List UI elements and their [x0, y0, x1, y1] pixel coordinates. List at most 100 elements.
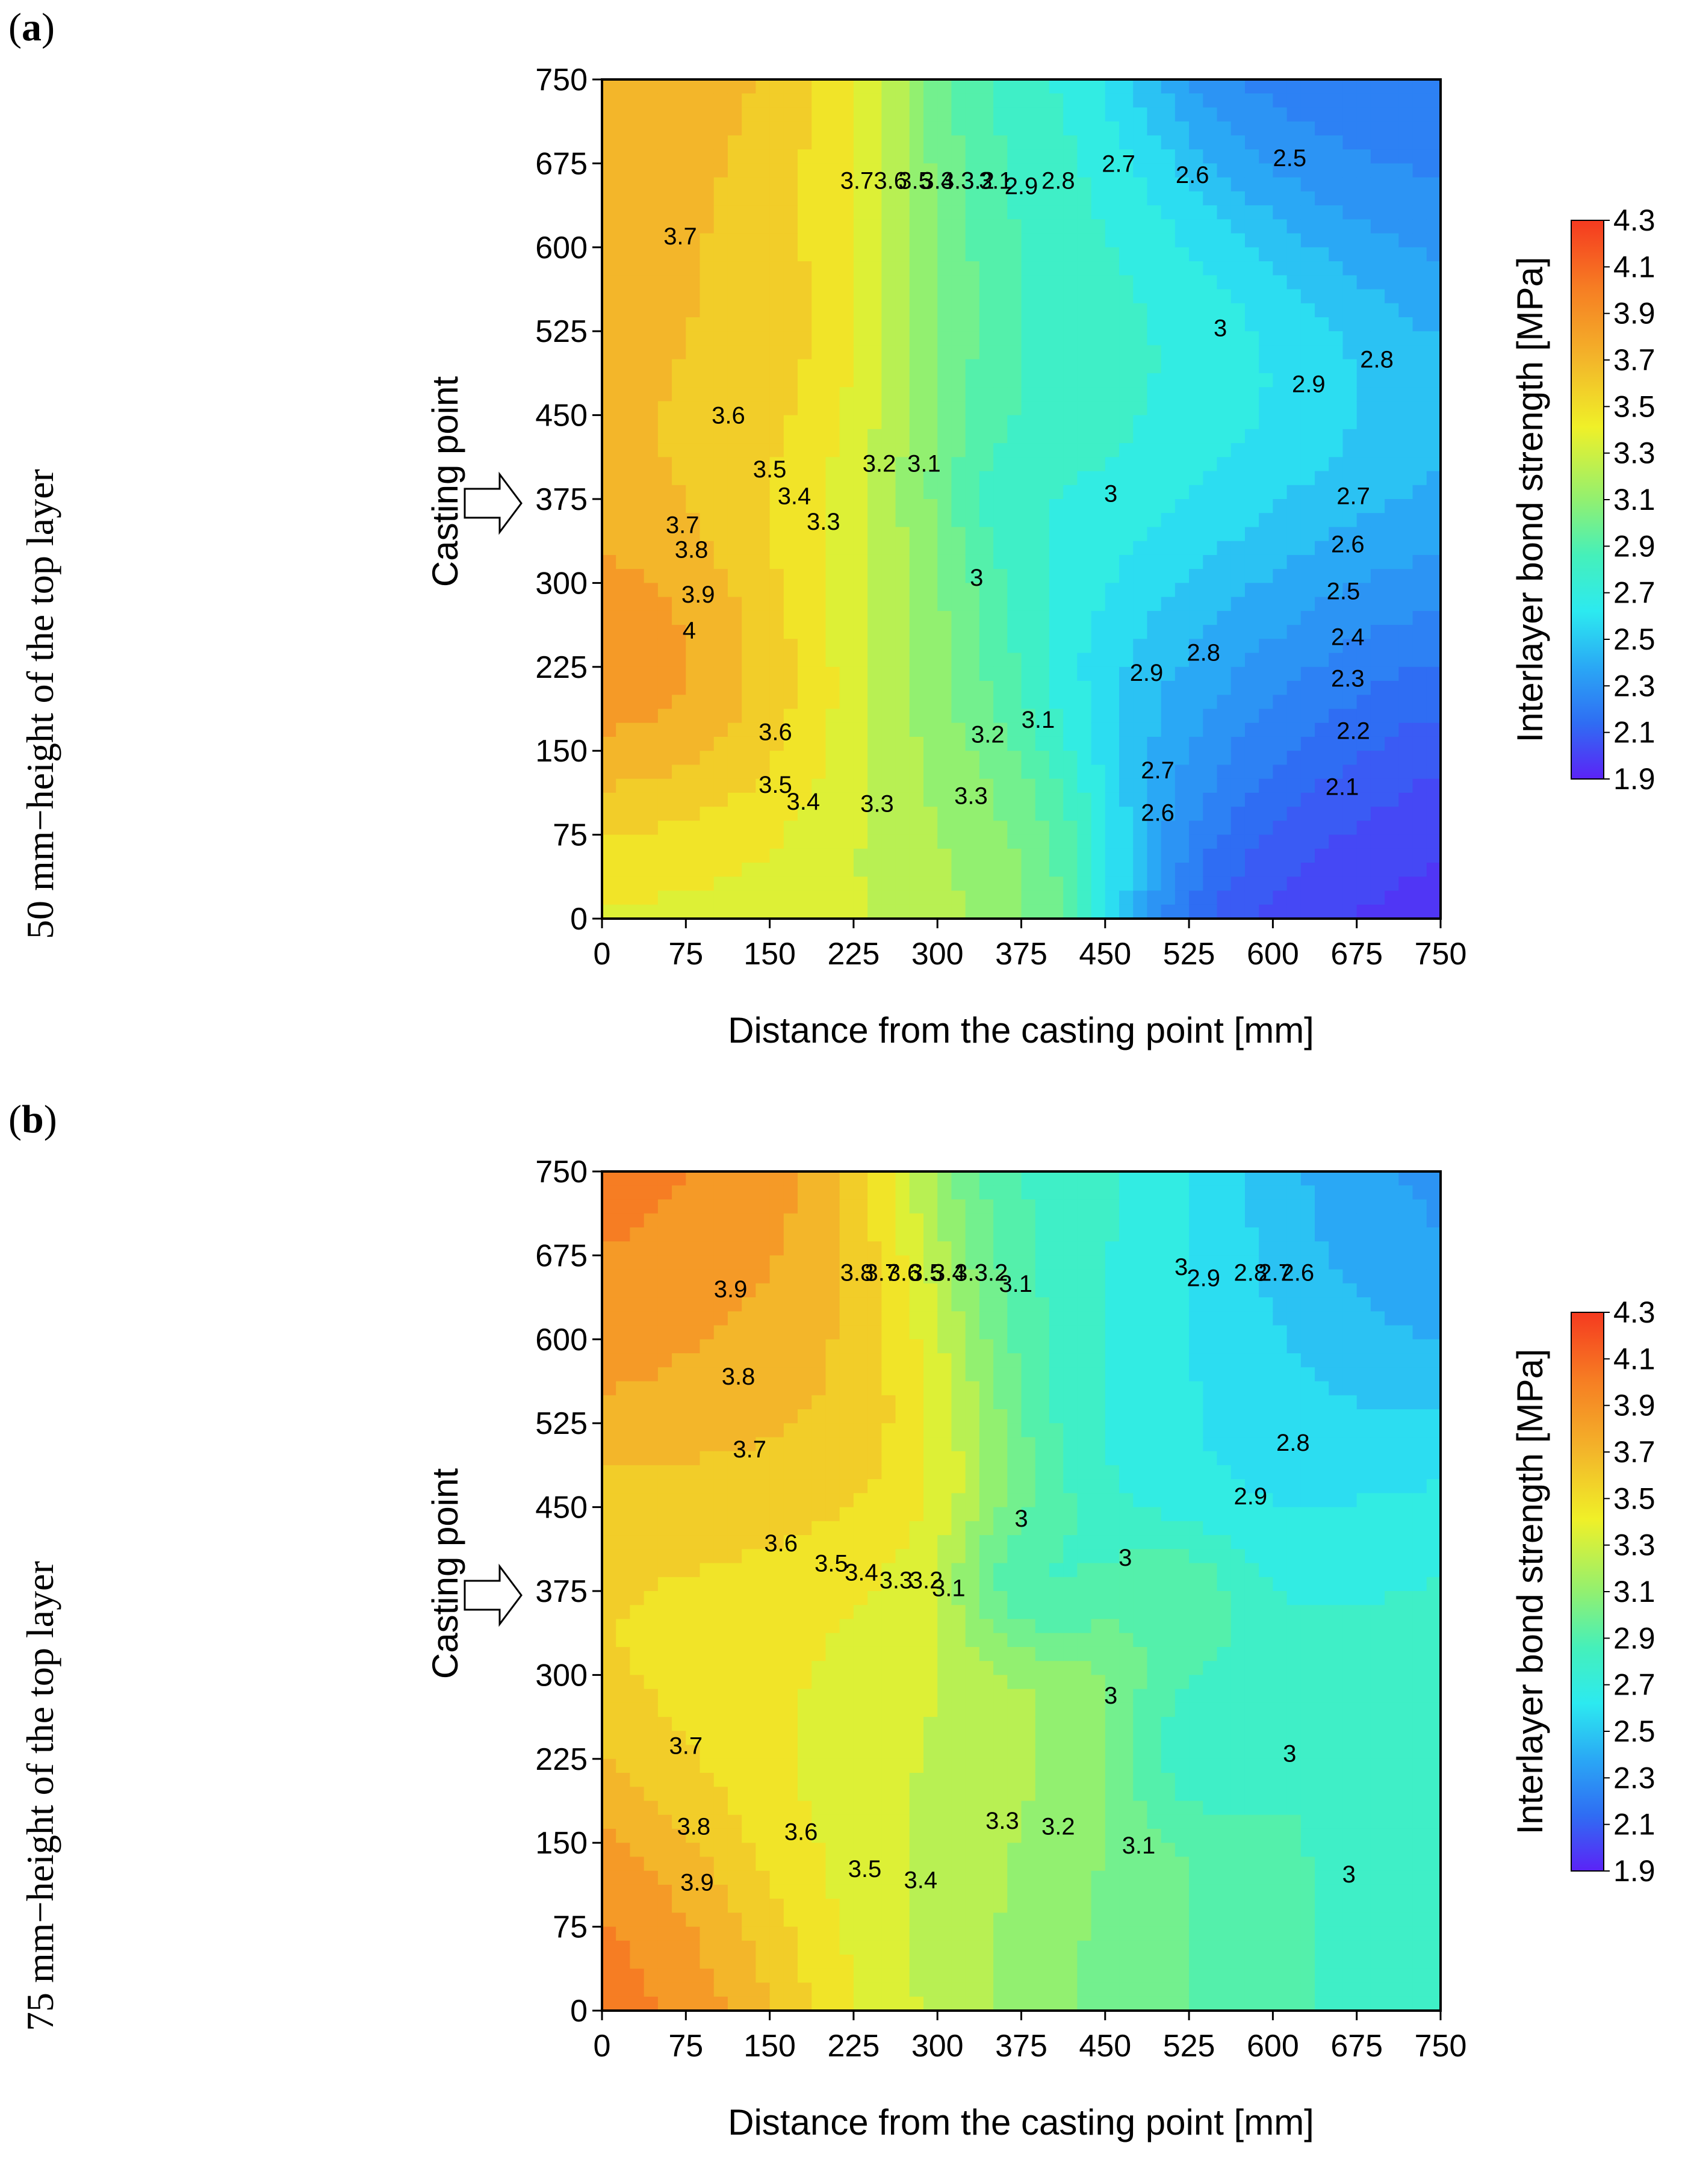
field-cell [923, 401, 938, 416]
field-cell [1315, 149, 1329, 164]
field-cell [881, 387, 896, 402]
field-cell [1161, 79, 1176, 94]
field-cell [1035, 289, 1050, 304]
field-cell [727, 1185, 742, 1200]
field-cell [1021, 513, 1036, 528]
field-cell [1356, 345, 1371, 360]
field-cell [1174, 695, 1190, 710]
field-cell [630, 177, 645, 192]
field-cell [1021, 121, 1036, 136]
field-cell [686, 359, 701, 374]
field-cell [1244, 443, 1259, 458]
field-cell [700, 93, 715, 108]
field-cell [644, 1283, 659, 1298]
field-cell [895, 610, 910, 625]
field-cell [756, 1828, 771, 1843]
field-cell [700, 890, 715, 905]
field-cell [881, 904, 896, 919]
field-cell [1105, 345, 1120, 360]
field-cell [756, 736, 771, 751]
field-cell [881, 807, 896, 821]
field-cell [798, 709, 812, 724]
field-cell [602, 177, 616, 192]
field-cell [839, 1185, 854, 1200]
field-cell [951, 527, 966, 542]
field-cell [937, 765, 952, 780]
field-cell [783, 597, 798, 612]
field-cell [1035, 359, 1050, 374]
field-cell [742, 317, 756, 332]
field-cell [1189, 331, 1203, 346]
field-cell [1147, 163, 1162, 178]
field-cell [798, 807, 812, 821]
field-cell [672, 1758, 686, 1773]
field-cell [1161, 205, 1176, 220]
field-cell [909, 513, 924, 528]
field-cell [1286, 499, 1302, 513]
field-cell [1412, 373, 1427, 388]
field-cell [867, 1185, 882, 1200]
contour-label: 2.8 [1360, 347, 1394, 373]
field-cell [713, 569, 728, 583]
field-cell [1259, 359, 1273, 374]
field-cell [713, 1646, 728, 1661]
field-cell [1244, 233, 1259, 248]
field-cell [798, 1199, 812, 1214]
field-cell [657, 1646, 672, 1661]
field-cell [1286, 107, 1302, 122]
field-cell [1230, 890, 1246, 905]
field-cell [1035, 736, 1050, 751]
field-cell [1189, 834, 1203, 849]
field-cell [1329, 359, 1344, 374]
field-cell [1244, 904, 1259, 919]
field-cell [1007, 765, 1022, 780]
field-cell [937, 485, 952, 500]
field-cell [700, 1940, 715, 1955]
field-cell [630, 429, 645, 444]
field-cell [630, 345, 645, 360]
field-cell [993, 863, 1008, 877]
field-cell [1329, 93, 1344, 108]
field-cell [700, 625, 715, 639]
field-cell [1063, 471, 1078, 486]
field-cell [965, 471, 980, 486]
field-cell [756, 1940, 771, 1955]
field-cell [756, 1926, 771, 1941]
field-cell [700, 1913, 715, 1928]
field-cell [756, 1199, 771, 1214]
field-cell [1356, 610, 1371, 625]
field-cell [895, 485, 910, 500]
field-cell [1161, 331, 1176, 346]
field-cell [1077, 205, 1092, 220]
field-cell [756, 1955, 771, 1969]
field-cell [881, 1409, 896, 1424]
field-cell [1174, 722, 1190, 737]
field-cell [867, 778, 882, 793]
field-cell [742, 554, 756, 569]
field-cell [1147, 275, 1162, 290]
field-cell [616, 1646, 631, 1661]
field-cell [727, 1661, 742, 1675]
field-cell [1398, 597, 1413, 612]
field-cell [756, 541, 771, 556]
field-cell [839, 1563, 854, 1578]
field-cell [1342, 876, 1358, 892]
field-cell [1007, 821, 1022, 836]
field-cell [881, 1549, 896, 1564]
field-cell [1398, 695, 1413, 710]
field-cell [1398, 457, 1413, 472]
field-cell [825, 639, 840, 654]
field-cell [853, 1996, 868, 2011]
field-cell [853, 1717, 868, 1731]
field-cell [993, 709, 1008, 724]
field-cell [1077, 247, 1092, 262]
field-cell [1063, 904, 1078, 919]
field-cell [686, 1269, 701, 1284]
field-cell [839, 736, 854, 751]
field-cell [1412, 666, 1427, 681]
field-cell [1105, 429, 1120, 444]
field-cell [727, 275, 742, 290]
field-cell [616, 149, 631, 164]
field-cell [1300, 93, 1315, 108]
field-cell [1286, 569, 1302, 583]
